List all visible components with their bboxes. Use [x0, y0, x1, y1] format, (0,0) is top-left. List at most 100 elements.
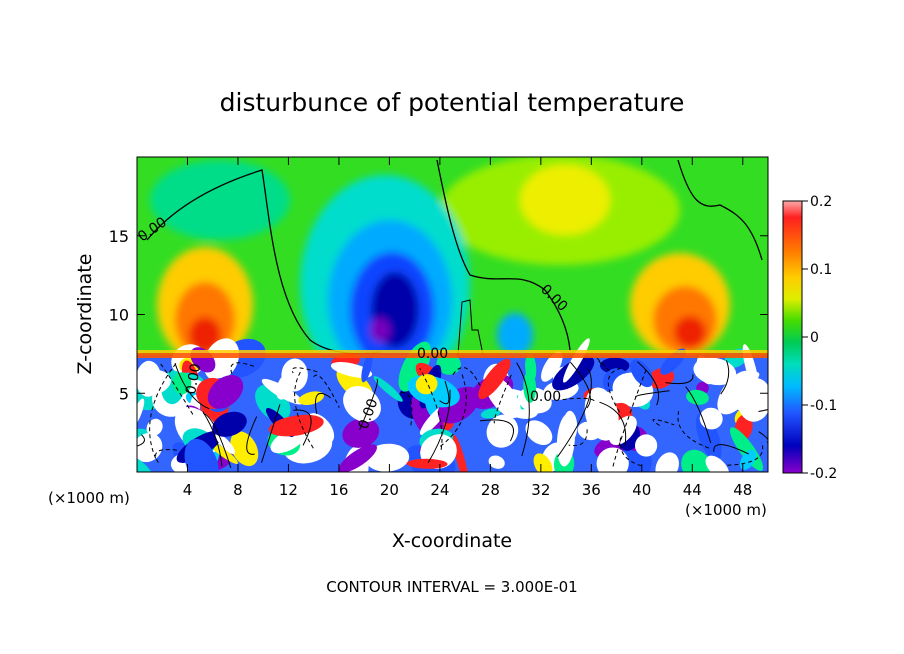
turbulence-contour — [599, 401, 627, 446]
turbulence-contour — [727, 441, 764, 466]
turbulence-contour — [202, 411, 223, 467]
turbulence-blob — [705, 455, 730, 472]
turbulence-blob — [634, 434, 658, 457]
turbulence-contour — [427, 389, 451, 463]
upper-warm-core — [520, 165, 610, 235]
turbulence-blob — [525, 420, 553, 445]
turbulence-blob — [693, 357, 737, 386]
turbulence-blob — [563, 338, 590, 383]
x-tick-label: 8 — [233, 481, 243, 499]
turbulence-blob — [488, 455, 505, 469]
turbulence-contour — [758, 409, 768, 412]
turbulence-contour — [652, 418, 675, 426]
turbulence-contour — [637, 361, 660, 406]
plot-field — [137, 157, 768, 472]
x-tick-label: 44 — [683, 481, 702, 499]
colorbar-scale — [782, 200, 803, 474]
colorbar-tick-label: 0 — [810, 330, 819, 346]
colorbar-tick-label: 0.1 — [810, 262, 832, 278]
turbulence-contour — [439, 380, 450, 405]
x-tick-label: 12 — [279, 481, 298, 499]
turbulence-contour — [562, 397, 596, 402]
turbulence-contour — [568, 429, 588, 447]
x-tick-label: 36 — [582, 481, 601, 499]
turbulence-blob — [184, 438, 219, 472]
turbulence-blob — [686, 389, 709, 405]
turbulence-contour — [313, 374, 340, 408]
turbulence-blob — [541, 351, 563, 382]
turbulence-contour — [557, 368, 592, 458]
y-axis-label: Z-coordinate — [74, 254, 96, 375]
turbulence-blob — [268, 414, 324, 437]
turbulence-contour — [261, 404, 281, 463]
x-tick-label: 28 — [481, 481, 500, 499]
turbulence-contour — [439, 374, 467, 448]
turbulence-blob — [608, 415, 637, 446]
turbulence-contour — [479, 419, 515, 442]
x-tick-label: 24 — [430, 481, 449, 499]
turbulence-contour — [291, 367, 318, 374]
turbulence-contour — [419, 367, 443, 450]
turbulence-blob — [478, 358, 511, 400]
colorbar-tick-label: -0.2 — [810, 466, 837, 482]
turbulence-contour — [677, 411, 710, 449]
turbulence-contour — [160, 363, 195, 418]
turbulence-blob — [281, 358, 308, 392]
turbulence-blob — [584, 387, 619, 441]
turbulence-contour — [137, 434, 145, 447]
turbulence-blob — [342, 418, 380, 448]
turbulence-blob — [681, 449, 713, 472]
turbulence-contour — [246, 416, 258, 455]
turbulence-blob — [436, 353, 461, 375]
y-tick-label: 15 — [109, 227, 129, 246]
turbulence-blob — [739, 449, 756, 470]
colorbar-tick-label: -0.1 — [810, 398, 837, 414]
turbulence-blob — [630, 359, 654, 388]
turbulence-blob — [343, 385, 381, 423]
x-axis-label: X-coordinate — [392, 530, 512, 552]
turbulence-contour — [713, 444, 749, 455]
turbulence-blob — [533, 453, 553, 472]
turbulence-contour — [596, 357, 612, 373]
contour-label: 0.00 — [530, 389, 561, 405]
contour-label: 0.00 — [183, 362, 204, 395]
turbulence-blob — [212, 411, 247, 437]
turbulence-contour — [516, 362, 530, 457]
turbulence-contour — [174, 363, 210, 410]
x-tick-label: 4 — [183, 481, 193, 499]
turbulence-contour — [359, 378, 378, 431]
turbulence-blob — [452, 434, 470, 472]
upper-layer — [150, 157, 730, 395]
x-tick-label: 32 — [531, 481, 550, 499]
cold-anomaly-small — [497, 313, 533, 357]
turbulence-contour — [149, 363, 177, 461]
turbulence-contour — [685, 386, 712, 444]
y-tick-label: 10 — [109, 306, 129, 325]
turbulence-blob — [146, 418, 163, 436]
x-tick-label: 20 — [380, 481, 399, 499]
x-unit-label-left: (×1000 m) — [48, 489, 130, 507]
warm-anomaly-right-core — [674, 316, 706, 348]
colorbar: 0.2 0.1 0 -0.1 -0.2 — [782, 194, 837, 482]
contour-labels: 0.00 0.00 0.00 0.00 0.00 0.00 — [135, 214, 570, 431]
colorbar-ticks: 0.2 0.1 0 -0.1 -0.2 — [802, 194, 837, 482]
turbulence-blob — [361, 352, 373, 383]
turbulence-blob — [415, 374, 438, 395]
contour-interval-note: CONTOUR INTERVAL = 3.000E-01 — [326, 578, 577, 596]
turbulence-blob — [699, 407, 723, 430]
interface-band — [137, 353, 768, 358]
turbulence-contour — [452, 367, 481, 387]
turbulence-blob — [596, 447, 629, 472]
turbulence-contour — [294, 371, 315, 451]
turbulence-contour — [493, 374, 512, 424]
turbulence-contour — [202, 412, 232, 469]
lower-turbulence — [137, 338, 768, 472]
turbulence-contour — [665, 374, 694, 385]
x-tick-label: 48 — [733, 481, 752, 499]
turbulence-blob — [137, 370, 171, 395]
colorbar-tick-label: 0.2 — [810, 194, 832, 210]
turbulence-blob — [338, 444, 377, 472]
turbulence-contour — [293, 409, 312, 446]
y-tick-label: 5 — [119, 384, 129, 403]
